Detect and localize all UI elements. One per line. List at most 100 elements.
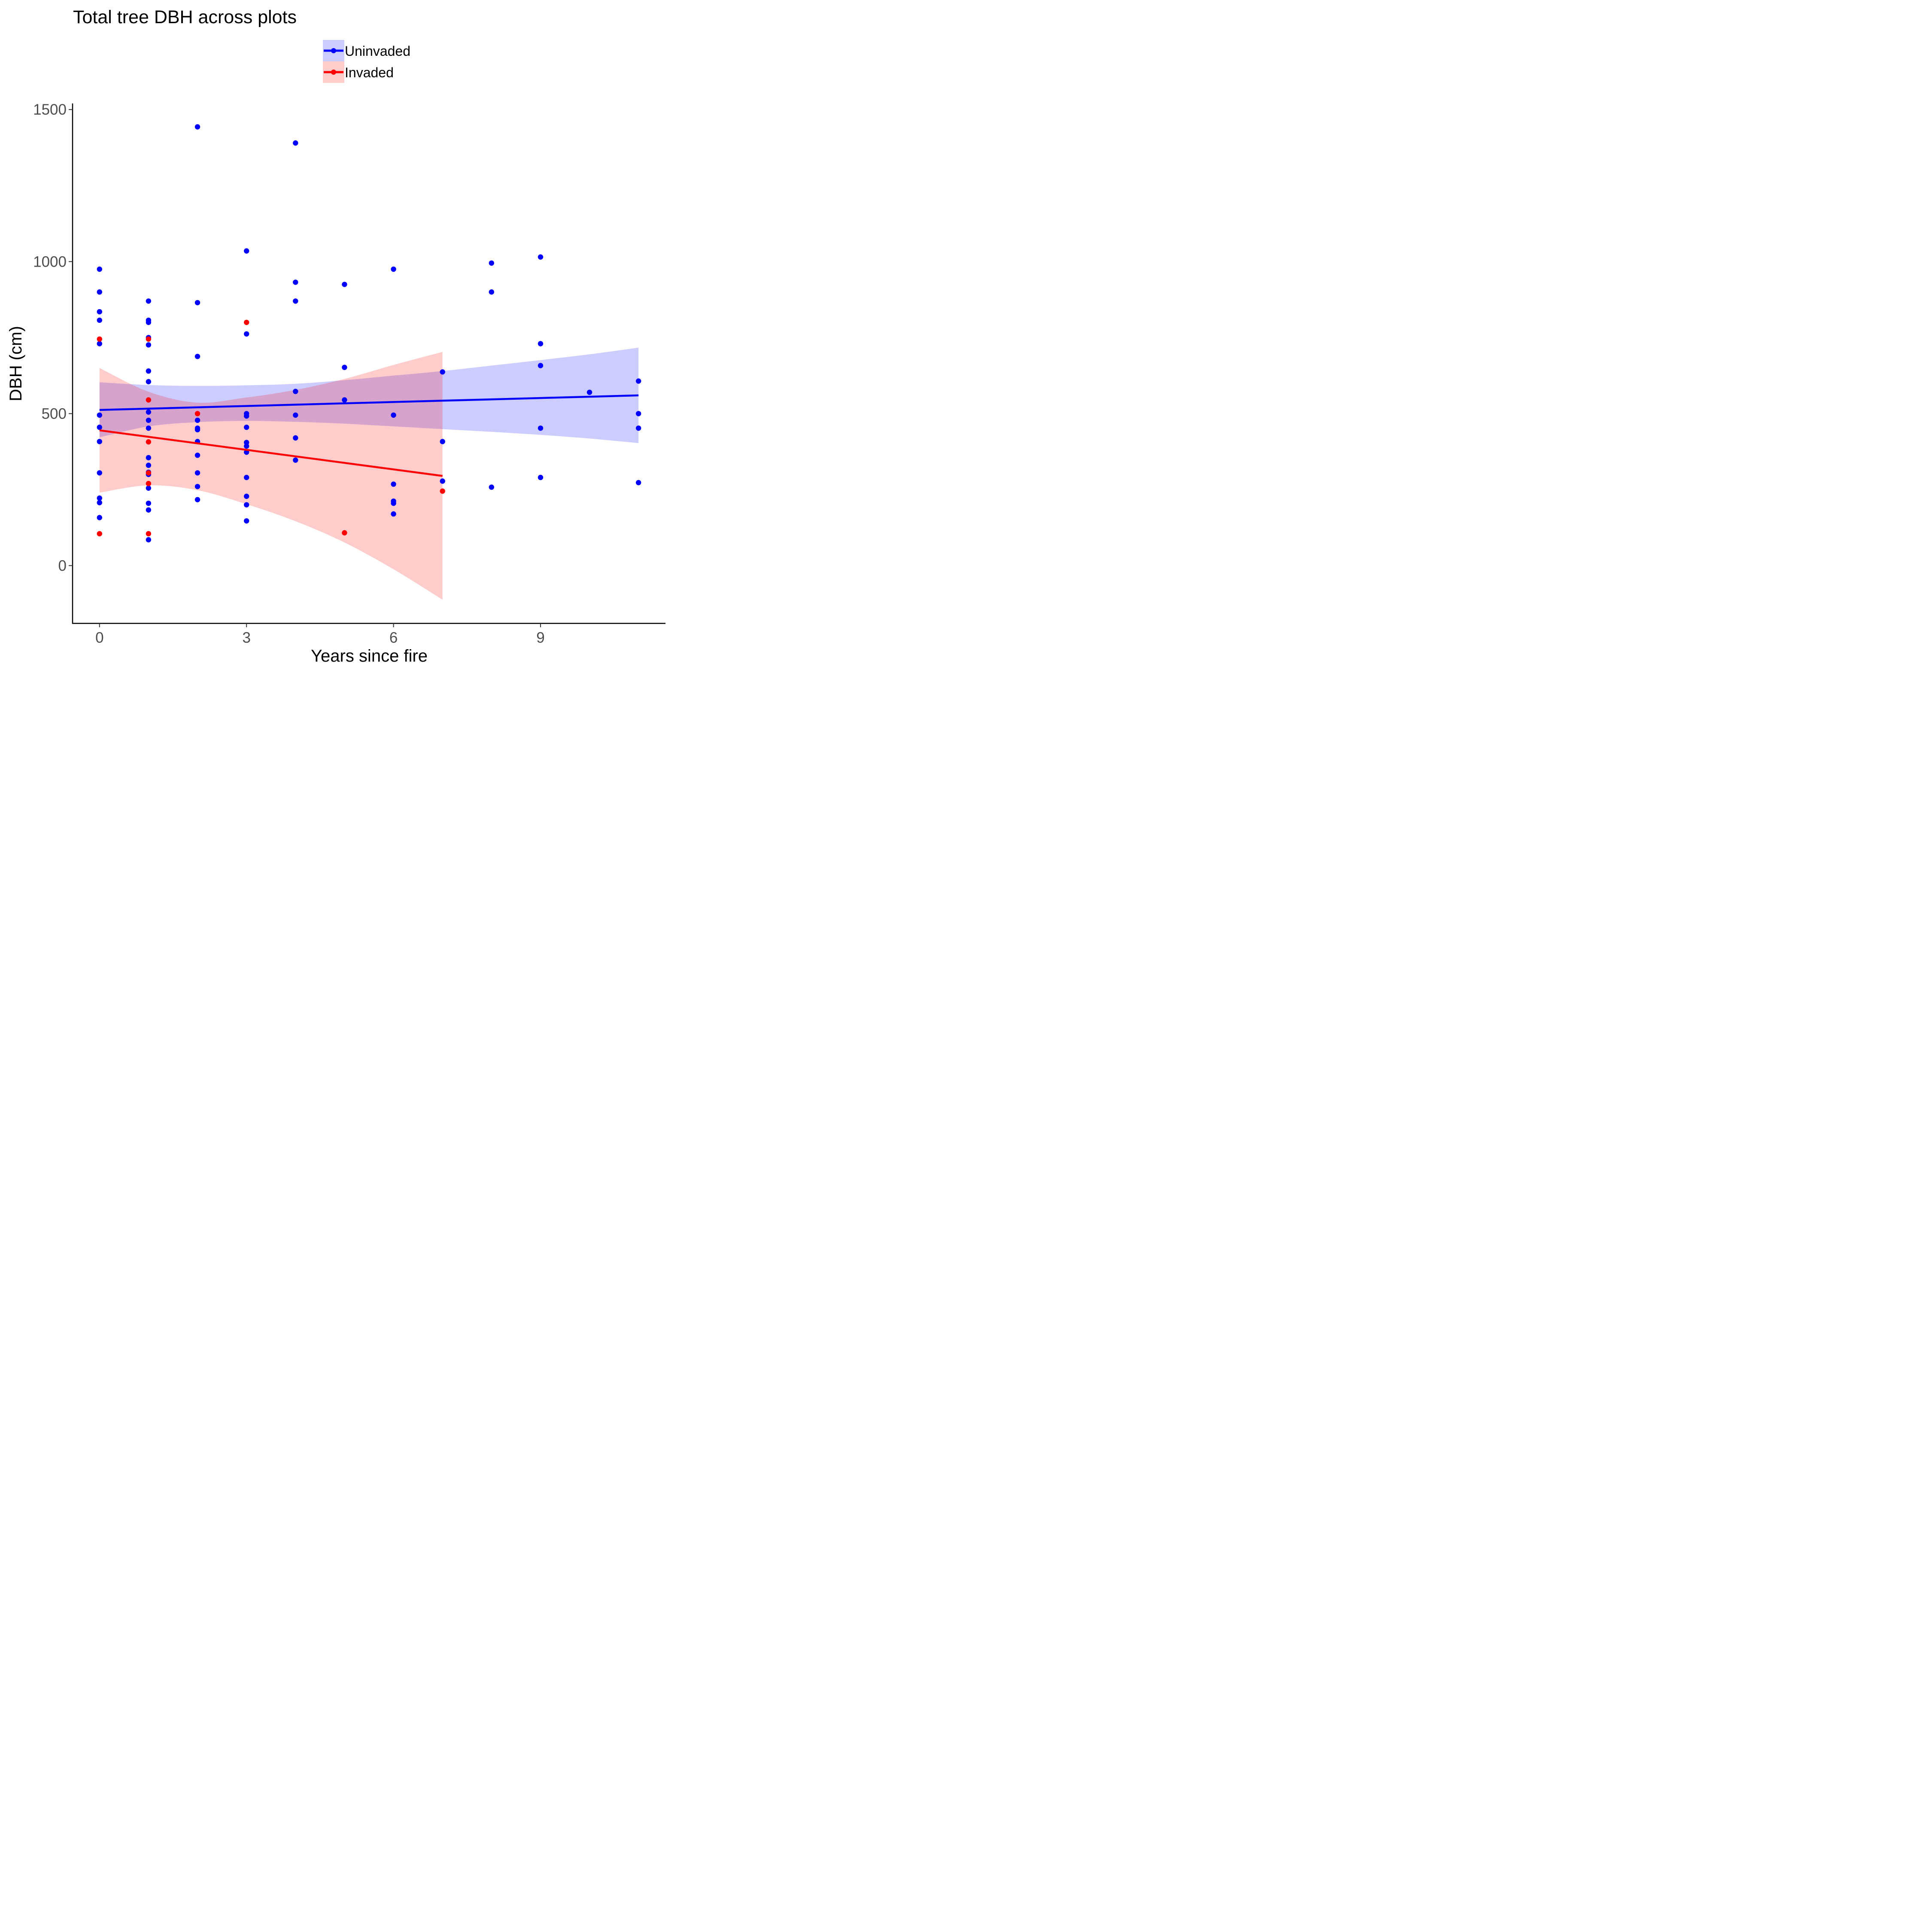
point-uninvaded [538, 363, 544, 368]
point-uninvaded [293, 389, 298, 394]
point-uninvaded [194, 470, 200, 476]
legend-item-invaded: Invaded [323, 61, 394, 83]
point-uninvaded [244, 248, 249, 254]
point-uninvaded [489, 260, 495, 266]
point-uninvaded [293, 435, 298, 441]
point-uninvaded [97, 309, 102, 315]
data-points [97, 124, 641, 543]
point-uninvaded [391, 501, 396, 506]
point-invaded [342, 530, 347, 536]
point-invaded [146, 336, 152, 342]
point-uninvaded [636, 378, 641, 384]
point-uninvaded [244, 493, 249, 499]
x-axis-ticks: 0 3 6 9 [95, 623, 545, 646]
point-uninvaded [244, 474, 249, 480]
point-uninvaded [97, 317, 102, 323]
legend-item-uninvaded: Uninvaded [323, 40, 410, 61]
point-uninvaded [97, 266, 102, 272]
y-axis-label: DBH (cm) [6, 326, 25, 401]
point-uninvaded [194, 300, 200, 306]
point-uninvaded [391, 266, 396, 272]
point-invaded [194, 411, 200, 416]
point-uninvaded [489, 484, 495, 490]
point-invaded [244, 319, 249, 325]
point-uninvaded [97, 341, 102, 346]
point-invaded [440, 488, 445, 494]
point-uninvaded [97, 425, 102, 430]
point-invaded [97, 336, 102, 342]
point-uninvaded [146, 485, 152, 491]
point-uninvaded [636, 425, 641, 431]
point-uninvaded [391, 481, 396, 487]
point-uninvaded [97, 470, 102, 476]
point-uninvaded [244, 425, 249, 430]
point-uninvaded [97, 289, 102, 295]
point-uninvaded [97, 495, 102, 501]
point-uninvaded [489, 289, 495, 295]
point-uninvaded [293, 412, 298, 418]
point-uninvaded [97, 515, 102, 520]
axes [72, 103, 665, 624]
point-uninvaded [146, 507, 152, 513]
point-invaded [146, 481, 152, 486]
point-uninvaded [146, 537, 152, 543]
point-uninvaded [146, 298, 152, 304]
point-uninvaded [194, 354, 200, 359]
point-uninvaded [146, 417, 152, 423]
point-uninvaded [244, 443, 249, 449]
point-uninvaded [244, 331, 249, 337]
point-invaded [146, 531, 152, 537]
point-uninvaded [146, 462, 152, 468]
y-tick-label: 500 [42, 405, 67, 422]
fit-line-uninvaded [99, 394, 639, 411]
point-uninvaded [586, 389, 592, 395]
point-invaded [97, 531, 102, 537]
point-uninvaded [146, 501, 152, 506]
point-uninvaded [391, 412, 396, 418]
y-tick-label: 1500 [33, 101, 67, 118]
point-uninvaded [244, 518, 249, 524]
scatter-chart: Total tree DBH across plots Uninvaded In… [0, 0, 673, 673]
point-uninvaded [97, 412, 102, 418]
point-uninvaded [194, 497, 200, 503]
point-uninvaded [293, 279, 298, 285]
point-uninvaded [194, 124, 200, 130]
legend-dot-invaded [331, 70, 336, 75]
x-tick-label: 0 [95, 629, 103, 646]
point-uninvaded [146, 455, 152, 461]
point-uninvaded [244, 440, 249, 445]
point-uninvaded [440, 478, 445, 484]
point-uninvaded [293, 457, 298, 463]
point-uninvaded [244, 413, 249, 419]
point-uninvaded [391, 511, 396, 517]
x-axis-label: Years since fire [311, 647, 428, 665]
point-uninvaded [194, 427, 200, 433]
point-uninvaded [538, 341, 544, 346]
x-tick-label: 3 [242, 629, 250, 646]
point-uninvaded [97, 439, 102, 444]
point-uninvaded [293, 298, 298, 304]
point-uninvaded [293, 140, 298, 146]
y-tick-label: 0 [58, 557, 67, 574]
point-uninvaded [538, 254, 544, 260]
chart-background [0, 0, 673, 673]
point-uninvaded [440, 439, 445, 444]
point-uninvaded [194, 484, 200, 489]
point-uninvaded [538, 425, 544, 431]
point-uninvaded [146, 342, 152, 348]
point-invaded [146, 439, 152, 445]
point-uninvaded [636, 480, 641, 486]
point-uninvaded [342, 365, 347, 370]
legend-label-uninvaded: Uninvaded [345, 43, 410, 59]
point-uninvaded [342, 282, 347, 287]
legend-dot-uninvaded [331, 48, 336, 53]
point-invaded [146, 397, 152, 403]
point-uninvaded [636, 411, 641, 416]
point-uninvaded [146, 319, 152, 325]
x-tick-label: 6 [389, 629, 398, 646]
point-uninvaded [342, 397, 347, 403]
y-tick-label: 1000 [33, 253, 67, 270]
point-uninvaded [244, 502, 249, 508]
point-uninvaded [146, 425, 152, 431]
y-axis-ticks: 0 500 1000 1500 [33, 101, 73, 574]
